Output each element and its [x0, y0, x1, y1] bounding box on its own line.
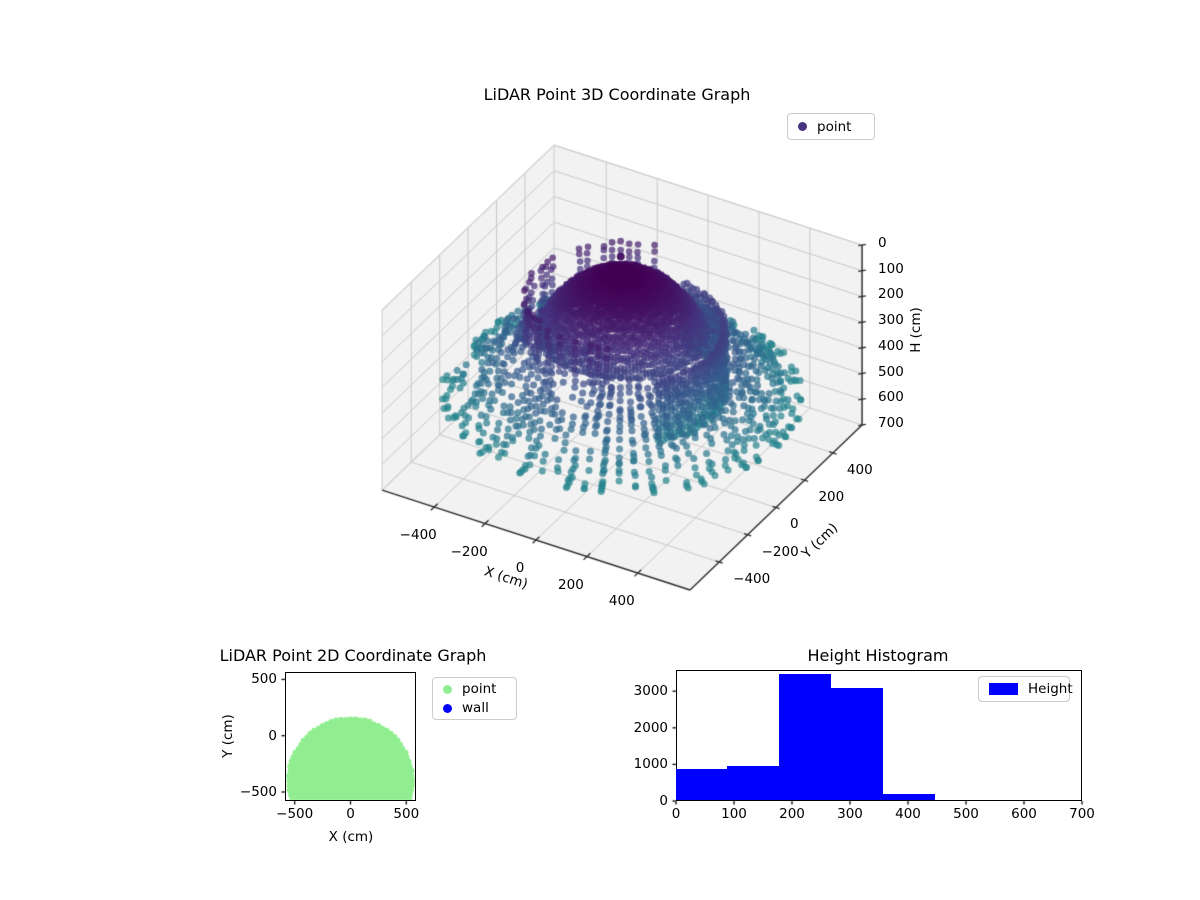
plot2d-legend-row-point: point [443, 681, 506, 697]
plot3d-ytick-label: −400 [733, 571, 771, 588]
plot2d-legend: point wall [432, 677, 517, 720]
plot3d-ytick-label: 0 [790, 516, 799, 533]
plot3d-ztick-label: 600 [878, 389, 904, 406]
plot2d-ytick-label: −500 [239, 783, 277, 800]
plot3d-ytick-label: 400 [846, 461, 873, 478]
hist-xtick-label: 400 [895, 806, 921, 822]
plot2d-title: LiDAR Point 2D Coordinate Graph [219, 646, 487, 665]
point-marker-icon [443, 684, 452, 694]
plot2d-xtick-label: −500 [276, 806, 314, 822]
wall-marker-icon [443, 703, 452, 713]
plot2d-yaxis-label: Y (cm) [220, 714, 236, 758]
plot3d-ztick-label: 200 [878, 286, 904, 303]
hist-bar [675, 769, 728, 800]
point-marker-icon [798, 122, 807, 131]
hist-bar [831, 687, 883, 800]
hist-xtick-label: 100 [721, 806, 747, 822]
hist-xtick-label: 600 [1011, 806, 1037, 822]
plot3d-xtick-label: −400 [399, 526, 437, 543]
hist-axes-box [675, 670, 1082, 801]
plot2d-xaxis-label: X (cm) [328, 829, 374, 845]
hist-xtick-label: 700 [1069, 806, 1095, 822]
hist-bar [779, 673, 832, 800]
hist-legend: Height [978, 676, 1073, 702]
plot2d-xtick-label: 500 [393, 806, 420, 822]
hist-ytick-label: 0 [659, 793, 668, 809]
plot2d-ytick-label: 0 [268, 727, 277, 744]
hist-ytick-label: 2000 [633, 719, 668, 736]
plot3d-title: LiDAR Point 3D Coordinate Graph [483, 85, 751, 104]
plot3d-xtick-label: 200 [558, 576, 584, 593]
plot2d-legend-label-point: point [462, 681, 497, 697]
hist-xtick-label: 500 [953, 806, 979, 822]
plot3d-zaxis-label: H (cm) [908, 307, 924, 353]
plot3d-legend: point [787, 113, 875, 140]
plot2d-ytick-label: 500 [251, 671, 277, 688]
hist-bar [727, 765, 780, 800]
plot3d-ztick-label: 100 [878, 260, 904, 277]
plot2d-legend-label-wall: wall [462, 700, 489, 716]
plot3d-legend-label: point [817, 118, 852, 135]
hist-xtick-label: 0 [671, 806, 681, 822]
plot3d-ztick-label: 400 [878, 337, 904, 354]
plot3d-ztick-label: 300 [878, 312, 904, 329]
plot3d-xtick-label: 0 [515, 560, 525, 577]
plot3d-ytick-label: −200 [761, 543, 799, 560]
plot3d-ztick-label: 500 [878, 363, 904, 380]
hist-legend-label: Height [1028, 681, 1073, 697]
plot2d-legend-row-wall: wall [443, 700, 506, 716]
hist-title: Height Histogram [807, 646, 949, 665]
plot3d-xtick-label: 400 [608, 593, 635, 610]
hist-xtick-label: 200 [779, 806, 805, 822]
hist-ytick-label: 1000 [633, 756, 668, 773]
plot3d-xtick-label: −200 [450, 543, 488, 560]
hist-legend-row: Height [989, 681, 1073, 697]
plot3d-ztick-label: 0 [878, 235, 887, 252]
plot3d-legend-row: point [798, 119, 864, 135]
plot2d-xtick-label: 0 [346, 806, 355, 822]
hist-xtick-label: 300 [837, 806, 863, 822]
height-patch-icon [989, 683, 1018, 695]
plot3d-ytick-label: 200 [818, 489, 845, 506]
hist-bar [882, 793, 935, 800]
plot3d-ztick-label: 700 [878, 414, 904, 431]
plot2d-axes-box [285, 672, 416, 801]
hist-ytick-label: 3000 [633, 683, 668, 700]
